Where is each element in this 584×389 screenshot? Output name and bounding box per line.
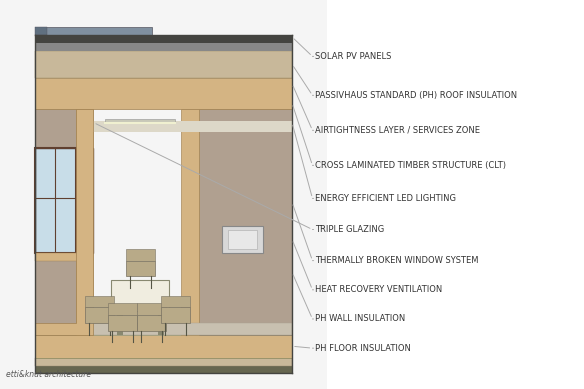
Polygon shape (35, 366, 292, 373)
Text: PH WALL INSULATION: PH WALL INSULATION (315, 314, 406, 324)
Polygon shape (35, 109, 93, 335)
Polygon shape (35, 27, 47, 35)
Polygon shape (93, 121, 292, 132)
Text: HEAT RECOVERY VENTILATION: HEAT RECOVERY VENTILATION (315, 285, 443, 294)
Polygon shape (105, 119, 175, 122)
Polygon shape (158, 311, 164, 335)
Polygon shape (111, 280, 169, 311)
Polygon shape (93, 323, 292, 335)
Polygon shape (117, 311, 123, 335)
Polygon shape (35, 253, 93, 261)
Polygon shape (35, 78, 292, 109)
Text: AIRTIGHTNESS LAYER / SERVICES ZONE: AIRTIGHTNESS LAYER / SERVICES ZONE (315, 126, 481, 135)
Polygon shape (108, 303, 137, 315)
Text: SOLAR PV PANELS: SOLAR PV PANELS (315, 52, 392, 61)
Polygon shape (35, 109, 76, 335)
Polygon shape (85, 296, 114, 307)
Polygon shape (222, 226, 263, 253)
Polygon shape (35, 148, 76, 253)
Polygon shape (0, 0, 327, 389)
Polygon shape (35, 35, 292, 43)
Polygon shape (181, 109, 199, 335)
Text: THERMALLY BROKEN WINDOW SYSTEM: THERMALLY BROKEN WINDOW SYSTEM (315, 256, 479, 265)
Polygon shape (76, 109, 93, 335)
Polygon shape (35, 358, 292, 366)
Text: TRIPLE GLAZING: TRIPLE GLAZING (315, 225, 385, 234)
Polygon shape (35, 27, 152, 35)
Text: PH FLOOR INSULATION: PH FLOOR INSULATION (315, 343, 411, 353)
Polygon shape (35, 335, 292, 358)
Polygon shape (82, 148, 93, 253)
Polygon shape (108, 315, 137, 331)
Polygon shape (35, 51, 292, 78)
Polygon shape (85, 307, 114, 323)
Polygon shape (161, 296, 190, 307)
Polygon shape (199, 109, 292, 335)
Polygon shape (137, 303, 166, 315)
Polygon shape (181, 109, 292, 335)
Text: ENERGY EFFICIENT LED LIGHTING: ENERGY EFFICIENT LED LIGHTING (315, 194, 456, 203)
Polygon shape (126, 249, 155, 261)
Polygon shape (228, 230, 257, 249)
Text: etti&knut architecture: etti&knut architecture (6, 370, 91, 379)
Polygon shape (161, 307, 190, 323)
Polygon shape (137, 315, 166, 331)
Text: PASSIVHAUS STANDARD (PH) ROOF INSULATION: PASSIVHAUS STANDARD (PH) ROOF INSULATION (315, 91, 517, 100)
Text: CROSS LAMINATED TIMBER STRUCTURE (CLT): CROSS LAMINATED TIMBER STRUCTURE (CLT) (315, 161, 506, 170)
Polygon shape (35, 43, 292, 51)
Polygon shape (126, 261, 155, 276)
